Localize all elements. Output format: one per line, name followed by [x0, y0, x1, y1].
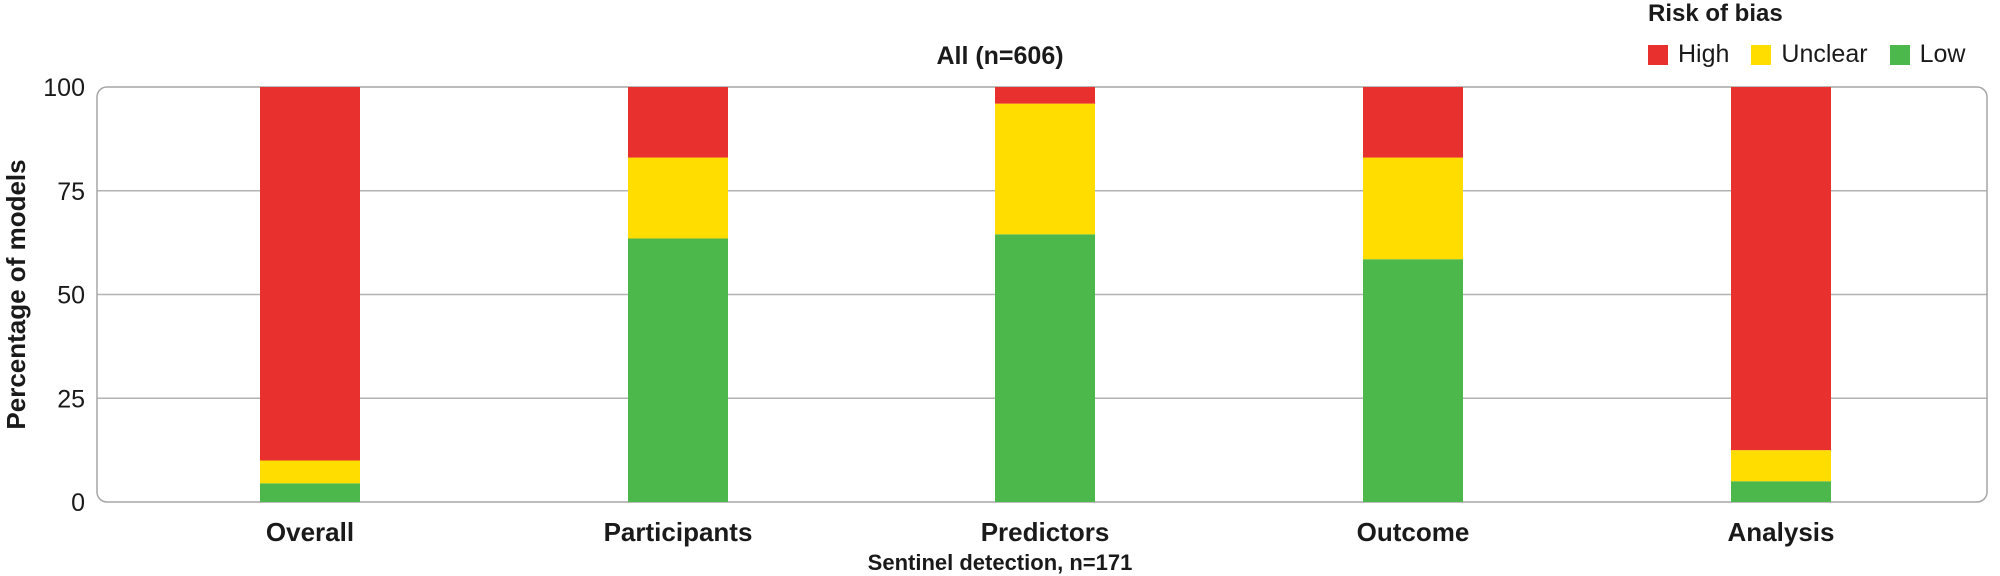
bar-predictors-high: [995, 87, 1095, 104]
bar-outcome-high: [1363, 87, 1463, 158]
bar-overall-high: [260, 87, 360, 461]
legend-label-unclear: Unclear: [1781, 40, 1868, 68]
y-axis-label: Percentage of models: [1, 159, 31, 429]
stacked-bar-chart: 0 25 50 75 100 Percentage of models Overall Par…: [1, 74, 1988, 547]
y-tick-label-25: 25: [57, 385, 85, 413]
legend-swatch-high: [1648, 44, 1668, 65]
panel-label: Sentinel detection, n=171: [867, 550, 1133, 575]
bar-participants-high: [628, 87, 728, 158]
x-tick-label-analysis: Analysis: [1728, 517, 1835, 547]
bar-analysis-high: [1731, 87, 1831, 451]
bar-participants-unclear: [628, 157, 728, 239]
x-tick-label-predictors: Predictors: [981, 517, 1110, 547]
legend-item-unclear: Unclear: [1751, 40, 1868, 69]
bar-overall-low: [260, 483, 360, 502]
legend-label-low: Low: [1919, 40, 1966, 68]
bar-predictors-unclear: [995, 103, 1095, 235]
bar-outcome-unclear: [1363, 157, 1463, 260]
y-tick-label-0: 0: [71, 489, 85, 517]
legend-label-high: High: [1678, 40, 1730, 68]
y-tick-label-75: 75: [57, 178, 85, 206]
bar-predictors-low: [995, 234, 1095, 502]
x-tick-label-participants: Participants: [604, 517, 753, 547]
y-tick-label-100: 100: [43, 74, 85, 102]
bar-outcome-low: [1363, 259, 1463, 502]
bar-analysis-low: [1731, 481, 1831, 502]
chart-title: All (n=606): [936, 42, 1064, 70]
bar-analysis-unclear: [1731, 450, 1831, 482]
bar-participants-low: [628, 238, 728, 502]
legend-item-low: Low: [1889, 40, 1966, 69]
legend-title: Risk of bias: [1648, 0, 1783, 27]
bar-overall-unclear: [260, 460, 360, 484]
x-tick-label-overall: Overall: [266, 517, 354, 547]
legend: High Unclear Low: [1648, 40, 1987, 69]
legend-swatch-unclear: [1751, 44, 1772, 65]
y-tick-label-50: 50: [57, 282, 85, 310]
x-tick-label-outcome: Outcome: [1357, 517, 1470, 547]
legend-swatch-low: [1889, 44, 1910, 65]
legend-item-high: High: [1648, 40, 1729, 69]
